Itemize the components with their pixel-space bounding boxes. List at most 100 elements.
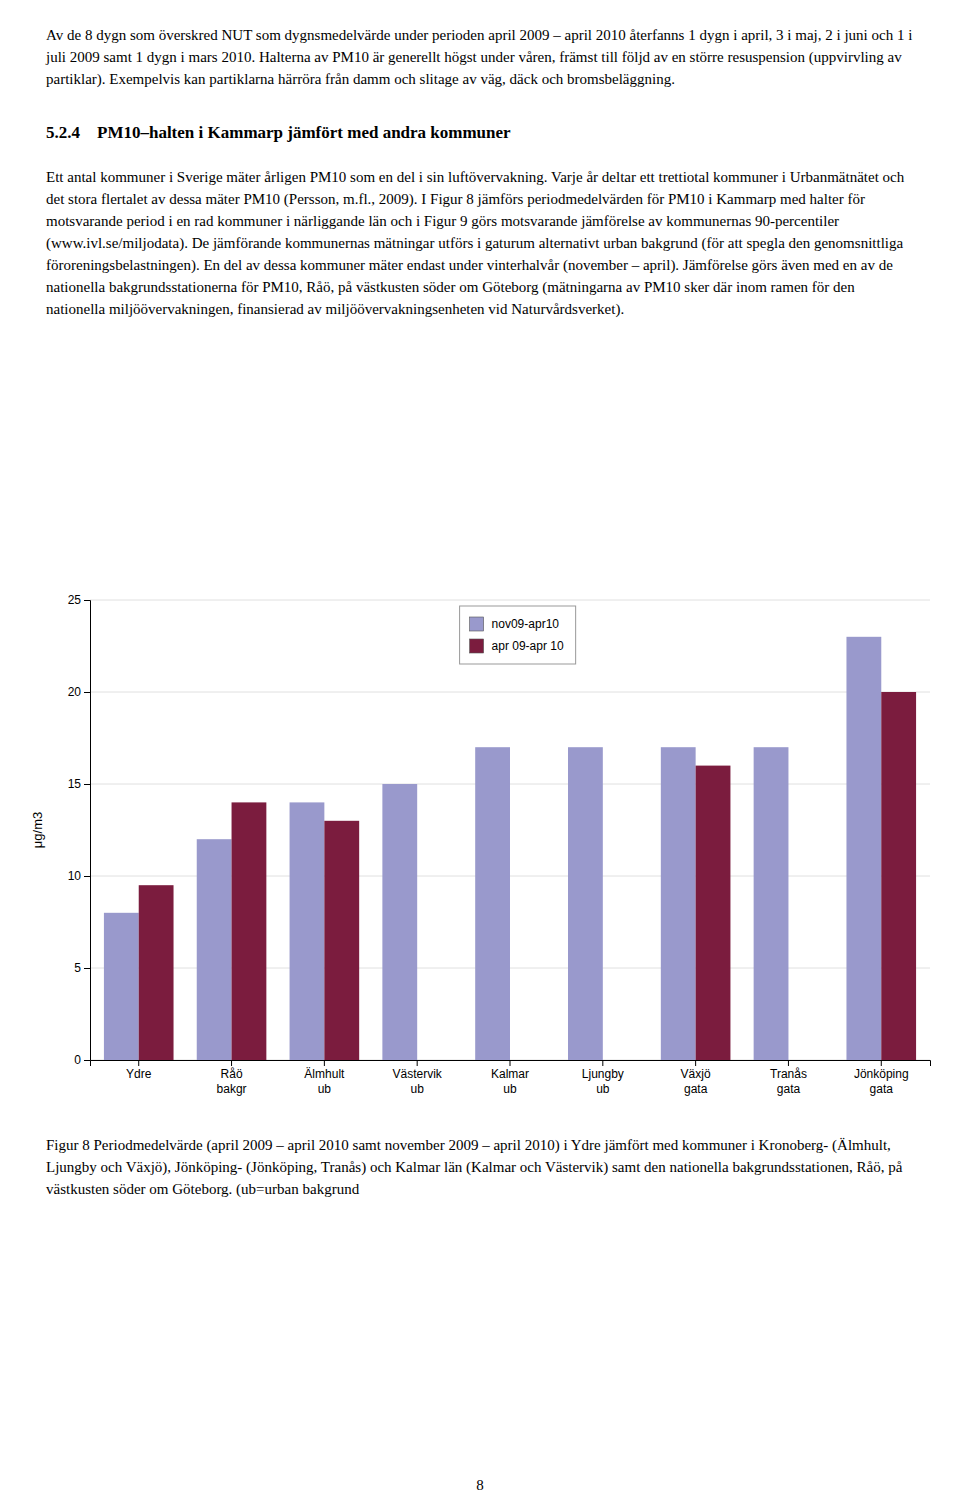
- bar: [197, 839, 232, 1060]
- text-line: ub: [411, 1082, 425, 1096]
- bar: [232, 802, 267, 1060]
- text-line: Figur 8 Periodmedelvärde (april 2009 – a…: [46, 1137, 891, 1154]
- tick-label: 20: [68, 685, 82, 699]
- tick-label: Ydre: [126, 1067, 152, 1081]
- tick-label: Ljungbyub: [582, 1067, 624, 1096]
- tick-label: Tranåsgata: [770, 1067, 807, 1096]
- tick: Ljungbyub: [582, 1060, 624, 1096]
- tick: Västervikub: [393, 1060, 443, 1096]
- y-axis: 0 5 10 15 20 25: [68, 593, 91, 1067]
- tick: Kalmarub: [491, 1060, 529, 1096]
- bar: [290, 802, 325, 1060]
- bar: [324, 821, 359, 1060]
- text-line: Ljungby och Växjö), Jönköping- (Jönköpin…: [46, 1159, 903, 1176]
- body-text: Ett antal kommuner i Sverige mäter årlig…: [46, 169, 905, 318]
- bar: [382, 784, 417, 1060]
- text-line: 5.2.4 PM10–halten i Kammarp jämfört med …: [46, 123, 511, 142]
- chart: 0510152025YdreRåöbakgrÄlmhultubVästervik…: [30, 593, 931, 1095]
- tick: 5: [74, 961, 90, 975]
- text-line: Ydre: [126, 1067, 152, 1081]
- text-line: Ett antal kommuner i Sverige mäter årlig…: [46, 169, 905, 185]
- text-line: gata: [870, 1082, 894, 1096]
- chart-title: Figur 8 Periodmedelvärde (april 2009 – a…: [46, 1137, 903, 1198]
- text-line: Tranås: [770, 1067, 807, 1081]
- bar: [568, 747, 603, 1060]
- tick-mark: [84, 876, 90, 877]
- bar: [475, 747, 510, 1060]
- text-line: motsvarande period i en rad kommuner i n…: [46, 213, 839, 229]
- text-line: Kalmar: [491, 1067, 529, 1081]
- tick: 25: [68, 593, 90, 607]
- axis-line: [84, 601, 91, 1061]
- tick: Älmhultub: [304, 1060, 345, 1096]
- text-line: ub: [318, 1082, 332, 1096]
- bar-series: [139, 692, 916, 1060]
- tick-mark: [881, 1060, 882, 1066]
- tick-label: 25: [68, 593, 82, 607]
- text-line: Av de 8 dygn som överskred NUT som dygns…: [46, 27, 912, 43]
- text-line: ub: [596, 1082, 610, 1096]
- text-line: Ljungby: [582, 1067, 624, 1081]
- page-number: 8: [476, 1477, 484, 1493]
- text-line: nationella bakgrundsstationerna för PM10…: [46, 279, 855, 296]
- bar: [104, 913, 139, 1060]
- tick: 15: [68, 777, 90, 791]
- text-line: Växjö: [681, 1067, 711, 1081]
- tick: 0: [74, 1053, 90, 1067]
- text-line: ub: [503, 1082, 517, 1096]
- bar: [696, 766, 731, 1060]
- tick-mark: [788, 1060, 789, 1066]
- tick: Jönköpinggata: [854, 1060, 909, 1096]
- page: Av de 8 dygn som överskred NUT som dygns…: [0, 0, 960, 1512]
- tick-mark: [84, 968, 90, 969]
- text-line: (www.ivl.se/miljodata). De jämförande ko…: [46, 235, 903, 252]
- grid-line: [90, 692, 930, 693]
- section-heading: 5.2.4 PM10–halten i Kammarp jämfört med …: [46, 123, 511, 142]
- tick-label: 15: [68, 777, 82, 791]
- tick-label: Växjögata: [681, 1067, 711, 1096]
- text-line: Västervik: [393, 1067, 443, 1081]
- tick-mark: [324, 1060, 325, 1066]
- legend-label: apr 09-apr 10: [492, 639, 564, 653]
- grid-line: [90, 600, 930, 601]
- tick-label: 10: [68, 869, 82, 883]
- bar: [139, 885, 174, 1060]
- legend-frame: [460, 606, 576, 664]
- text-line: nationella miljöövervakningen, finansier…: [46, 301, 624, 318]
- x-axis: YdreRåöbakgrÄlmhultubVästervikubKalmarub…: [91, 1060, 931, 1096]
- tick-mark: [695, 1060, 696, 1066]
- tick: Växjögata: [681, 1060, 711, 1096]
- tick-mark: [138, 1060, 139, 1066]
- tick-mark: [510, 1060, 511, 1066]
- y-axis-title: μg/m3: [30, 812, 45, 848]
- bar: [846, 637, 881, 1060]
- bar-series: [104, 637, 881, 1060]
- tick-mark: [602, 1060, 603, 1066]
- tick-label: Västervikub: [393, 1067, 443, 1096]
- tick-label: Kalmarub: [491, 1067, 529, 1096]
- tick-label: Råöbakgr: [217, 1067, 247, 1096]
- legend-swatch: [470, 617, 484, 631]
- legend: nov09-apr10apr 09-apr 10: [460, 606, 576, 664]
- text-line: Älmhult: [304, 1067, 345, 1081]
- bars: [104, 637, 916, 1060]
- tick: 20: [68, 685, 90, 699]
- bar: [661, 747, 696, 1060]
- tick-label: Jönköpinggata: [854, 1067, 909, 1096]
- tick-label: 0: [74, 1053, 81, 1067]
- tick-mark: [417, 1060, 418, 1066]
- text-line: juli 2009 samt 1 dygn i mars 2010. Halte…: [45, 49, 902, 66]
- body-text: Av de 8 dygn som överskred NUT som dygns…: [45, 27, 912, 88]
- tick-mark: [84, 1060, 90, 1061]
- tick-mark: [84, 600, 90, 601]
- tick: Råöbakgr: [217, 1060, 247, 1096]
- tick-label: Älmhultub: [304, 1067, 345, 1096]
- tick-label: 5: [74, 961, 81, 975]
- text-line: gata: [684, 1082, 708, 1096]
- bar: [881, 692, 916, 1060]
- grid: [90, 600, 930, 1060]
- text-line: partiklar). Exempelvis kan partiklarna h…: [46, 71, 675, 88]
- tick-mark: [84, 784, 90, 785]
- tick-mark: [231, 1060, 232, 1066]
- text-line: gata: [777, 1082, 801, 1096]
